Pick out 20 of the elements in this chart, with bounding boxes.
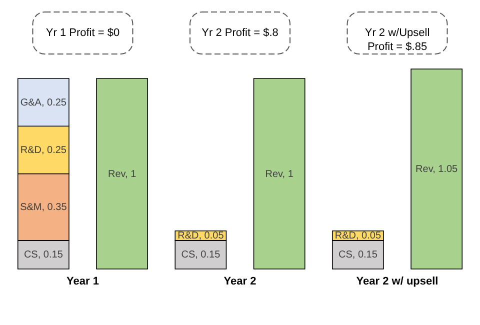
data-label: CS, 0.15: [24, 250, 64, 261]
bar: [96, 78, 148, 270]
text: Yr 1 Profit = $0: [46, 27, 120, 39]
bar: [253, 78, 306, 270]
text: Yr 2 w/Upsell Profit = $.85: [364, 27, 430, 53]
text: Yr 2 Profit = $.8: [202, 27, 278, 39]
data-label: R&D, 0.05: [178, 230, 224, 242]
x-tick-label: Year 2: [224, 276, 256, 288]
x-tick-label: Year 1: [66, 276, 99, 288]
data-label: Rev, 1: [108, 168, 137, 180]
data-label: CS, 0.15: [181, 250, 221, 261]
data-label: Rev, 1: [265, 168, 294, 180]
data-label: Rev, 1.05: [416, 164, 458, 175]
x-tick-label: Year 2 w/ upsell: [356, 276, 438, 288]
bar: [410, 68, 463, 270]
data-label: CS, 0.15: [338, 250, 378, 261]
data-label: S&M, 0.35: [20, 202, 68, 214]
data-label: G&A, 0.25: [20, 97, 67, 108]
data-label: R&D, 0.25: [20, 144, 67, 156]
data-label: R&D, 0.05: [334, 230, 382, 242]
